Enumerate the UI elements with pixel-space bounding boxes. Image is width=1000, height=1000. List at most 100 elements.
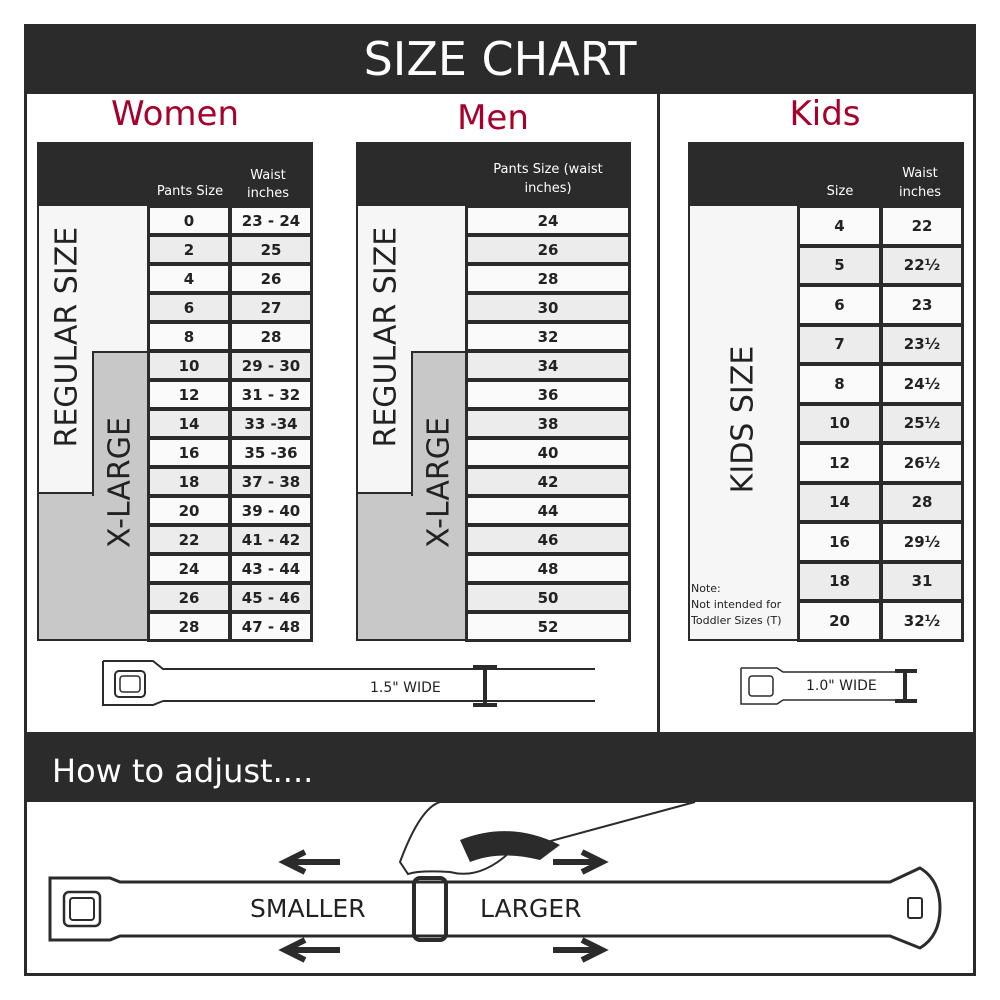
table-cell: 20 — [797, 600, 882, 642]
table-cell: 0 — [147, 205, 231, 236]
adjust-band — [24, 732, 976, 802]
table-cell: 7 — [797, 323, 882, 365]
men-table-header — [356, 142, 631, 206]
table-cell: 48 — [465, 553, 631, 584]
men-regular-label: REGULAR SIZE — [368, 226, 404, 448]
table-cell: 18 — [797, 560, 882, 602]
table-cell: 33 -34 — [229, 408, 313, 439]
table-cell: 14 — [797, 481, 882, 523]
table-cell: 18 — [147, 466, 231, 497]
table-cell: 22½ — [880, 244, 964, 286]
kids-size-label: KIDS SIZE — [725, 345, 761, 494]
table-cell: 28 — [465, 263, 631, 294]
women-col-pants: Pants Size — [156, 184, 224, 199]
table-cell: 50 — [465, 582, 631, 613]
table-cell: 36 — [465, 379, 631, 410]
table-cell: 29½ — [880, 521, 964, 563]
table-cell: 2 — [147, 234, 231, 265]
column-divider — [657, 94, 660, 732]
table-cell: 23 — [880, 284, 964, 326]
table-cell: 26½ — [880, 442, 964, 484]
table-cell: 24 — [147, 553, 231, 584]
kids-note-title: Note: — [691, 582, 721, 595]
belt-adjust-illustration — [48, 801, 942, 963]
table-cell: 28 — [880, 481, 964, 523]
belt-1-0-inch-icon — [740, 667, 917, 705]
table-cell: 40 — [465, 437, 631, 468]
table-cell: 25½ — [880, 402, 964, 444]
table-cell: 32 — [465, 321, 631, 352]
women-col-waist: Waist inches — [246, 168, 289, 201]
table-cell: 22 — [880, 205, 964, 247]
kids-title: Kids — [789, 94, 861, 134]
table-cell: 16 — [797, 521, 882, 563]
table-cell: 41 - 42 — [229, 524, 313, 555]
table-cell: 24 — [465, 205, 631, 236]
table-cell: 43 - 44 — [229, 553, 313, 584]
men-col-pants: Pants Size (waist inches) — [493, 162, 603, 196]
belt-1-5-inch-icon — [102, 660, 595, 707]
table-cell: 4 — [147, 263, 231, 294]
table-cell: 12 — [147, 379, 231, 410]
table-cell: 38 — [465, 408, 631, 439]
men-xlarge-region — [358, 494, 466, 639]
table-cell: 6 — [147, 292, 231, 323]
table-cell: 45 - 46 — [229, 582, 313, 613]
women-xlarge-label: X-LARGE — [102, 417, 138, 548]
table-cell: 28 — [229, 321, 313, 352]
table-cell: 6 — [797, 284, 882, 326]
table-cell: 29 - 30 — [229, 350, 313, 381]
women-xlarge-region-top — [92, 351, 148, 496]
women-title: Women — [110, 94, 239, 134]
table-cell: 37 - 38 — [229, 466, 313, 497]
women-regular-label: REGULAR SIZE — [49, 226, 85, 448]
table-cell: 8 — [797, 363, 882, 405]
table-cell: 32½ — [880, 600, 964, 642]
table-cell: 39 - 40 — [229, 495, 313, 526]
table-cell: 27 — [229, 292, 313, 323]
divider — [37, 492, 94, 494]
kids-note-text: Not intended for Toddler Sizes (T) — [691, 598, 782, 627]
divider — [356, 492, 413, 494]
table-cell: 35 -36 — [229, 437, 313, 468]
table-cell: 30 — [465, 292, 631, 323]
smaller-label: SMALLER — [250, 894, 366, 923]
table-cell: 31 - 32 — [229, 379, 313, 410]
table-cell: 5 — [797, 244, 882, 286]
table-cell: 25 — [229, 234, 313, 265]
table-cell: 23 - 24 — [229, 205, 313, 236]
adjust-title: How to adjust.... — [52, 752, 314, 790]
table-cell: 20 — [147, 495, 231, 526]
table-cell: 46 — [465, 524, 631, 555]
kids-col-size: Size — [826, 184, 854, 199]
women-xlarge-region — [39, 494, 148, 639]
table-cell: 10 — [797, 402, 882, 444]
table-cell: 26 — [229, 263, 313, 294]
women-belt-width: 1.5" WIDE — [370, 680, 441, 696]
kids-note: Note: Not intended for Toddler Sizes (T) — [691, 581, 796, 629]
larger-label: LARGER — [480, 894, 582, 923]
table-cell: 47 - 48 — [229, 611, 313, 642]
table-cell: 24½ — [880, 363, 964, 405]
table-cell: 22 — [147, 524, 231, 555]
table-cell: 14 — [147, 408, 231, 439]
table-cell: 4 — [797, 205, 882, 247]
kids-col-waist: Waist inches — [898, 166, 941, 200]
kids-belt-width: 1.0" WIDE — [806, 678, 877, 694]
men-xlarge-label: X-LARGE — [421, 417, 457, 548]
men-xlarge-region-top — [411, 351, 467, 496]
table-cell: 31 — [880, 560, 964, 602]
kids-table-header — [688, 142, 964, 206]
table-cell: 16 — [147, 437, 231, 468]
table-cell: 34 — [465, 350, 631, 381]
table-cell: 12 — [797, 442, 882, 484]
women-table-header — [37, 142, 313, 206]
table-cell: 42 — [465, 466, 631, 497]
men-title: Men — [457, 98, 529, 138]
table-cell: 8 — [147, 321, 231, 352]
table-cell: 26 — [465, 234, 631, 265]
table-cell: 52 — [465, 611, 631, 642]
table-cell: 23½ — [880, 323, 964, 365]
table-cell: 10 — [147, 350, 231, 381]
table-cell: 26 — [147, 582, 231, 613]
